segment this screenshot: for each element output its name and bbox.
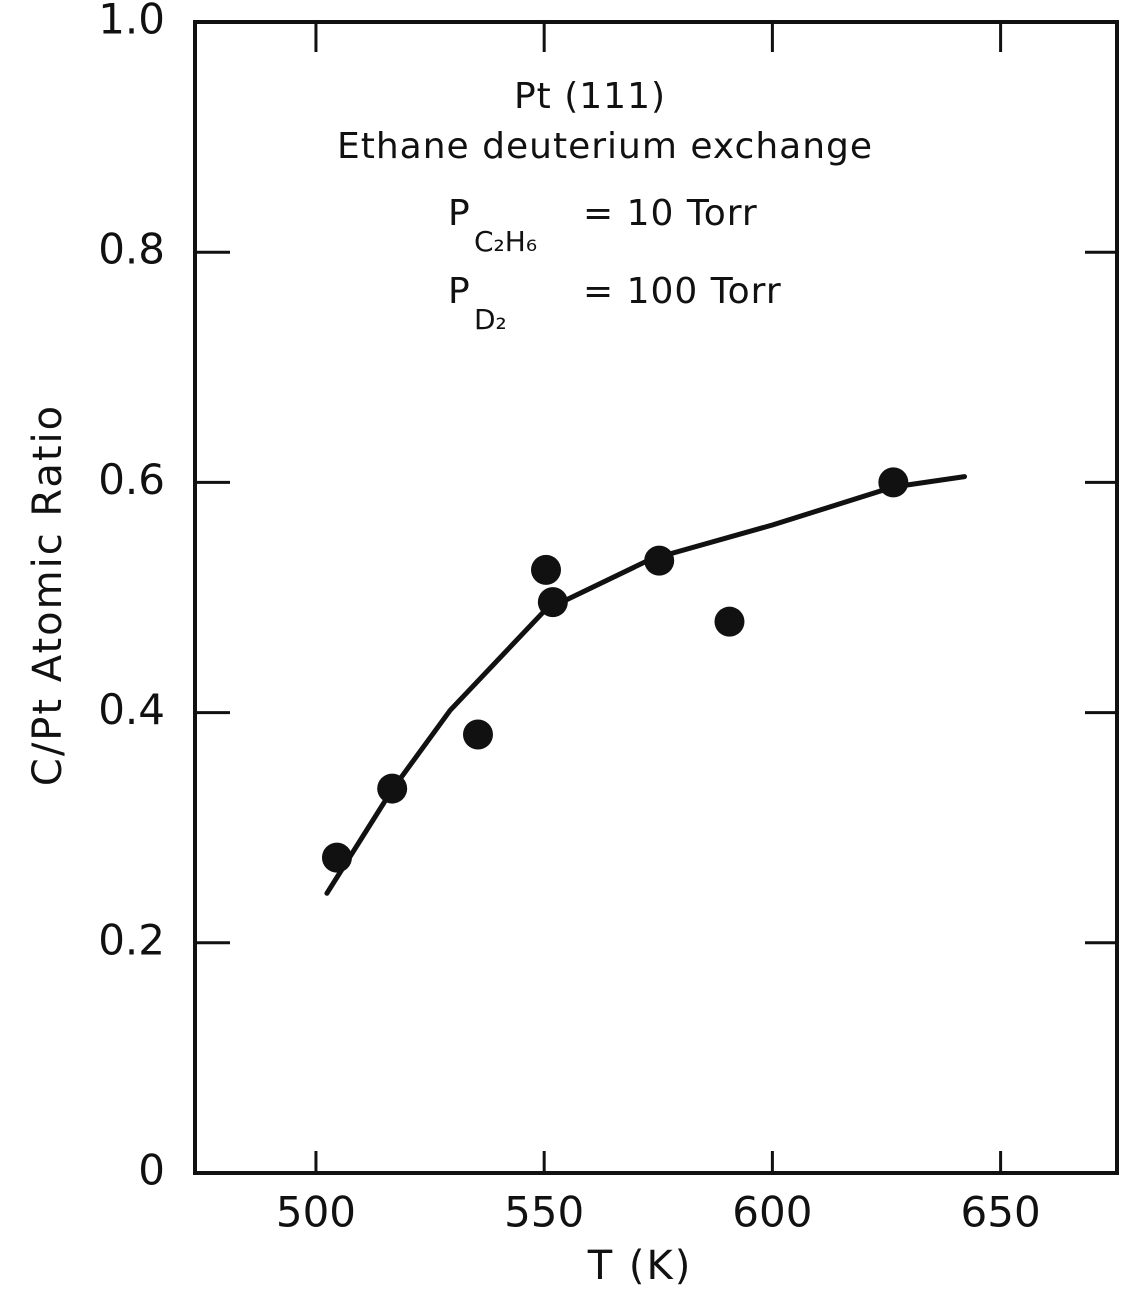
x-tick-label: 600 [732,1188,812,1237]
annotation: Ethane deuterium exchange [337,126,873,167]
annotation: = 10 Torr [583,193,758,234]
plot-frame [193,20,1119,1175]
y-tick-label: 0.8 [98,225,165,274]
annotation: P [448,193,471,234]
y-tick-label: 1.0 [98,0,165,44]
x-tick-label: 550 [504,1188,584,1237]
x-tick-label: 650 [961,1188,1041,1237]
annotation: P [448,271,471,312]
annotation-sub: D₂ [474,303,507,336]
data-point [321,842,352,873]
data-point [878,467,909,498]
data-point [530,554,561,585]
fit-line [324,474,968,896]
y-axis-label: C/Pt Atomic Ratio [25,404,71,786]
y-tick-label: 0.4 [98,685,165,734]
y-tick-label: 0.6 [98,455,165,504]
data-point [644,545,675,576]
data-point [714,606,745,637]
y-tick-label: 0 [138,1146,165,1195]
data-point [377,773,408,804]
data-point [462,719,493,750]
y-tick-label: 0.2 [98,915,165,964]
data-point [537,587,568,618]
x-tick-label: 500 [276,1188,356,1237]
annotation-sub: C₂H₆ [474,225,537,258]
annotation: = 100 Torr [583,271,782,312]
annotation: Pt (111) [514,76,666,117]
x-axis-label: T (K) [587,1243,693,1289]
